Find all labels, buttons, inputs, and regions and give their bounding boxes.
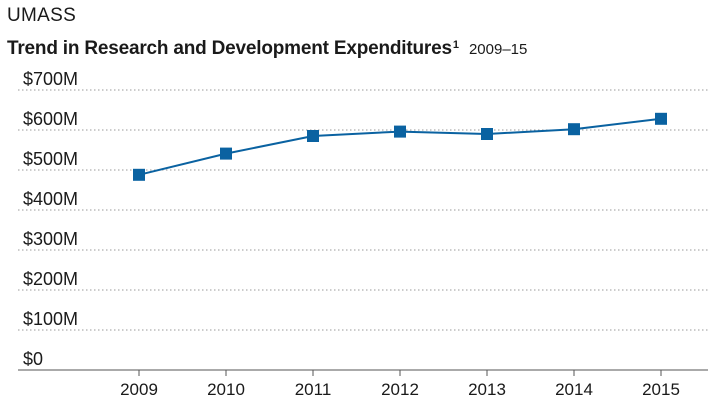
x-tick-label: 2011 [295, 380, 332, 399]
data-point [481, 128, 493, 140]
y-tick-label: $0 [23, 349, 43, 369]
data-point [220, 147, 232, 160]
y-tick-label: $500M [23, 149, 78, 169]
data-point [394, 125, 406, 138]
chart-subtitle: 2009–15 [468, 41, 528, 58]
y-tick-label: $100M [23, 309, 78, 329]
y-tick-label: $400M [23, 189, 78, 209]
y-tick-label: $300M [23, 229, 78, 249]
org-name: UMASS [7, 5, 77, 26]
x-axis-ticks: 2009 2010 2011 2012 2013 2014 2015 [120, 370, 680, 399]
y-tick-label: $700M [23, 69, 78, 89]
x-tick-label: 2013 [468, 380, 506, 399]
data-point [307, 130, 319, 142]
x-tick-label: 2012 [381, 380, 419, 399]
y-tick-label: $200M [23, 269, 78, 289]
title-footnote-marker: 1 [452, 38, 459, 51]
data-point [133, 168, 145, 181]
y-axis-ticks: $0 $100M $200M $300M $400M $500M $600M $700M [23, 69, 78, 369]
y-tick-label: $600M [23, 109, 78, 129]
data-point [655, 112, 667, 125]
x-tick-label: 2014 [555, 380, 593, 399]
chart-title: Trend in Research and Development Expend… [7, 38, 452, 59]
gridlines [18, 89, 708, 331]
data-point [568, 123, 580, 136]
x-tick-label: 2015 [642, 380, 680, 399]
x-tick-label: 2009 [120, 380, 158, 399]
x-tick-label: 2010 [207, 380, 245, 399]
data-points [133, 112, 667, 181]
chart-title-row: Trend in Research and Development Expend… [7, 38, 527, 60]
